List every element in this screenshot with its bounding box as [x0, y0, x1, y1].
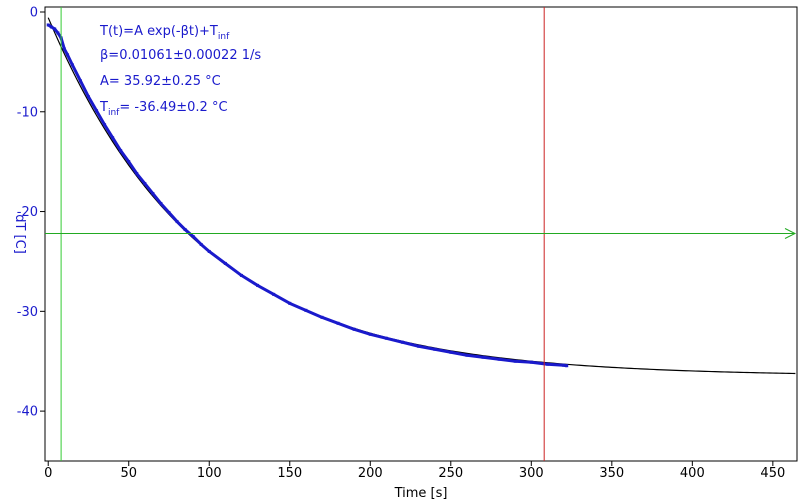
data-point — [562, 363, 566, 367]
y-tick-label: -30 — [17, 305, 38, 320]
y-tick-label: -20 — [17, 205, 38, 220]
data-point — [272, 292, 276, 296]
fit-tinf-value: = -36.49±0.2 °C — [119, 100, 227, 115]
data-point — [111, 136, 115, 140]
data-point — [256, 283, 260, 287]
data-point — [175, 220, 179, 224]
data-point — [400, 340, 404, 344]
data-point — [320, 315, 324, 319]
y-tick-label: -40 — [17, 405, 38, 420]
data-point — [56, 31, 60, 35]
data-point — [135, 172, 139, 176]
fit-amplitude-label: A= 35.92±0.25 °C — [100, 74, 221, 89]
fit-equation-subscript: inf — [218, 32, 230, 42]
x-tick-label: 250 — [438, 466, 463, 481]
data-point — [191, 234, 195, 238]
x-tick-label: 450 — [760, 466, 785, 481]
fit-tinf-prefix: T — [99, 100, 108, 115]
y-axis-title: dT [C] — [12, 214, 27, 254]
y-tick-label: -10 — [17, 105, 38, 120]
x-tick-label: 400 — [680, 466, 705, 481]
data-point — [95, 109, 99, 113]
data-point — [433, 347, 437, 351]
data-point — [545, 362, 549, 366]
fit-equation-main: T(t)=A exp(-βt)+T — [99, 24, 218, 39]
data-point — [127, 160, 131, 164]
x-tick-label: 0 — [44, 466, 52, 481]
data-point — [207, 249, 211, 253]
data-point — [465, 353, 469, 357]
y-tick-layer: 0 -10 -20 -30 -40 — [17, 5, 45, 420]
data-point — [368, 332, 372, 336]
fit-annotation: T(t)=A exp(-βt)+Tinf β=0.01061±0.00022 1… — [99, 24, 261, 118]
data-point — [336, 321, 340, 325]
data-point — [119, 149, 123, 153]
data-point — [352, 327, 356, 331]
y-tick-label: 0 — [30, 5, 38, 20]
fit-tinf-subscript: inf — [108, 108, 120, 118]
data-point — [223, 261, 227, 265]
data-point — [183, 228, 187, 232]
x-tick-label: 100 — [197, 466, 222, 481]
data-layer — [46, 23, 569, 368]
fit-tinf-label: Tinf= -36.49±0.2 °C — [99, 100, 228, 118]
data-point — [288, 301, 292, 305]
data-point — [53, 27, 57, 31]
data-point — [417, 344, 421, 348]
data-point — [529, 360, 533, 364]
fit-equation-label: T(t)=A exp(-βt)+Tinf — [99, 24, 230, 42]
data-point — [159, 202, 163, 206]
data-point — [78, 79, 82, 83]
data-point — [384, 336, 388, 340]
data-point — [304, 308, 308, 312]
x-tick-label: 150 — [277, 466, 302, 481]
data-point — [449, 350, 453, 354]
data-point — [143, 182, 147, 186]
x-tick-label: 50 — [120, 466, 137, 481]
x-tick-layer: 0 50 100 150 200 250 300 350 400 450 — [44, 461, 785, 481]
x-tick-label: 200 — [358, 466, 383, 481]
x-axis-title: Time [s] — [394, 486, 448, 501]
data-point — [199, 242, 203, 246]
data-point — [70, 63, 74, 67]
data-point — [513, 359, 517, 363]
data-point — [239, 273, 243, 277]
fit-beta-label: β=0.01061±0.00022 1/s — [100, 48, 261, 63]
data-point — [86, 95, 90, 99]
data-point — [151, 192, 155, 196]
data-point — [66, 53, 70, 57]
data-series-line — [47, 23, 567, 368]
data-point — [565, 364, 569, 368]
x-tick-label: 300 — [519, 466, 544, 481]
x-tick-label: 350 — [599, 466, 624, 481]
data-point — [103, 123, 107, 127]
data-point — [167, 211, 171, 215]
marker-layer — [45, 7, 797, 461]
arrow-right-icon — [784, 228, 797, 239]
data-point — [481, 355, 485, 359]
data-point — [49, 25, 53, 29]
data-point — [46, 23, 50, 27]
data-point — [62, 47, 66, 51]
data-point — [497, 357, 501, 361]
